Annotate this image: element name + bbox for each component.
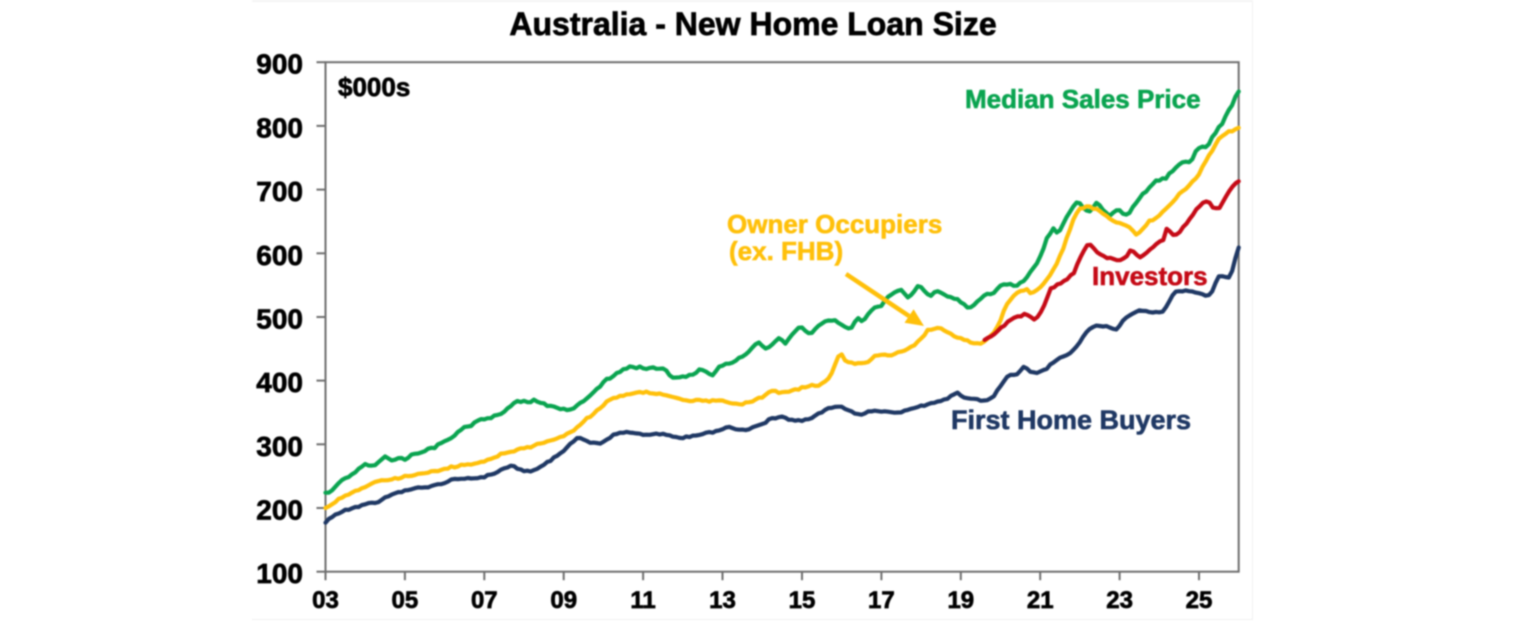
svg-text:800: 800 — [256, 112, 303, 143]
svg-text:First Home Buyers: First Home Buyers — [951, 405, 1191, 435]
svg-text:200: 200 — [256, 495, 303, 526]
svg-text:25: 25 — [1186, 587, 1213, 614]
svg-text:$000s: $000s — [338, 72, 410, 102]
svg-text:13: 13 — [709, 587, 736, 614]
svg-text:03: 03 — [312, 587, 339, 614]
svg-text:23: 23 — [1106, 587, 1133, 614]
svg-text:600: 600 — [256, 240, 303, 271]
svg-text:Median Sales Price: Median Sales Price — [965, 84, 1201, 114]
svg-text:Australia - New Home Loan Size: Australia - New Home Loan Size — [509, 6, 996, 42]
svg-text:19: 19 — [947, 587, 974, 614]
svg-text:15: 15 — [789, 587, 816, 614]
svg-text:Investors: Investors — [1092, 261, 1208, 291]
svg-text:Owner Occupiers: Owner Occupiers — [727, 209, 942, 239]
svg-text:700: 700 — [256, 176, 303, 207]
svg-text:400: 400 — [256, 367, 303, 398]
svg-text:100: 100 — [256, 558, 303, 589]
svg-text:17: 17 — [868, 587, 895, 614]
svg-text:09: 09 — [550, 587, 577, 614]
svg-text:11: 11 — [630, 587, 655, 614]
svg-text:21: 21 — [1027, 587, 1054, 614]
svg-text:(ex. FHB): (ex. FHB) — [729, 236, 843, 266]
svg-text:07: 07 — [471, 587, 498, 614]
svg-text:05: 05 — [392, 587, 419, 614]
svg-text:500: 500 — [256, 304, 303, 335]
svg-text:300: 300 — [256, 431, 303, 462]
svg-text:900: 900 — [256, 49, 303, 80]
